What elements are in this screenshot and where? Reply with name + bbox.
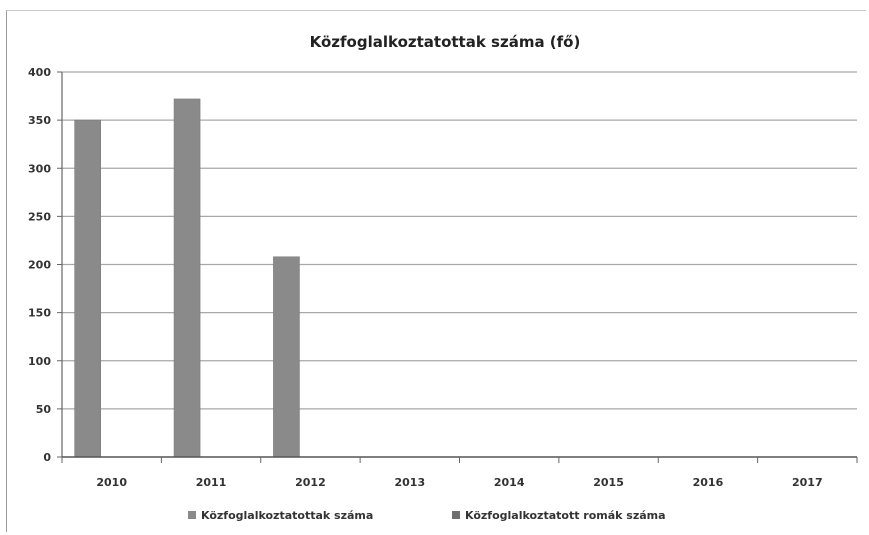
x-tick-label: 2011 <box>196 476 227 489</box>
legend-swatch <box>452 511 460 519</box>
legend-label: Közfoglalkoztatottak száma <box>201 509 373 522</box>
bars <box>74 98 300 458</box>
x-tick-label: 2015 <box>593 476 624 489</box>
x-tick-label: 2013 <box>395 476 426 489</box>
y-tick-label: 150 <box>28 307 51 320</box>
chart-frame <box>6 10 866 532</box>
y-tick-label: 200 <box>28 259 51 272</box>
y-tick-label: 250 <box>28 210 51 223</box>
legend: Közfoglalkoztatottak száma Közfoglalkozta… <box>188 509 666 522</box>
legend-swatch <box>188 511 196 519</box>
x-tick-label: 2012 <box>295 476 326 489</box>
x-tick-label: 2016 <box>693 476 724 489</box>
chart-title: Közfoglalkoztatottak száma (fő) <box>310 33 581 51</box>
y-tick-label: 300 <box>28 162 51 175</box>
bar <box>173 98 201 458</box>
x-axis: 2010 2011 2012 2013 2014 2015 2016 2017 <box>61 456 858 489</box>
y-tick-label: 0 <box>43 451 51 464</box>
x-tick-label: 2017 <box>792 476 823 489</box>
gridlines <box>62 71 857 410</box>
y-tick-label: 400 <box>28 66 51 79</box>
legend-label: Közfoglalkoztatott romák száma <box>465 509 666 522</box>
x-tick-label: 2010 <box>96 476 127 489</box>
y-tick-label: 50 <box>36 403 52 416</box>
bar <box>74 119 101 458</box>
y-axis: 0 50 100 150 200 250 300 350 400 <box>28 66 63 464</box>
y-tick-label: 100 <box>28 355 51 368</box>
bar <box>273 256 300 458</box>
y-tick-label: 350 <box>28 114 51 127</box>
x-tick-label: 2014 <box>494 476 525 489</box>
